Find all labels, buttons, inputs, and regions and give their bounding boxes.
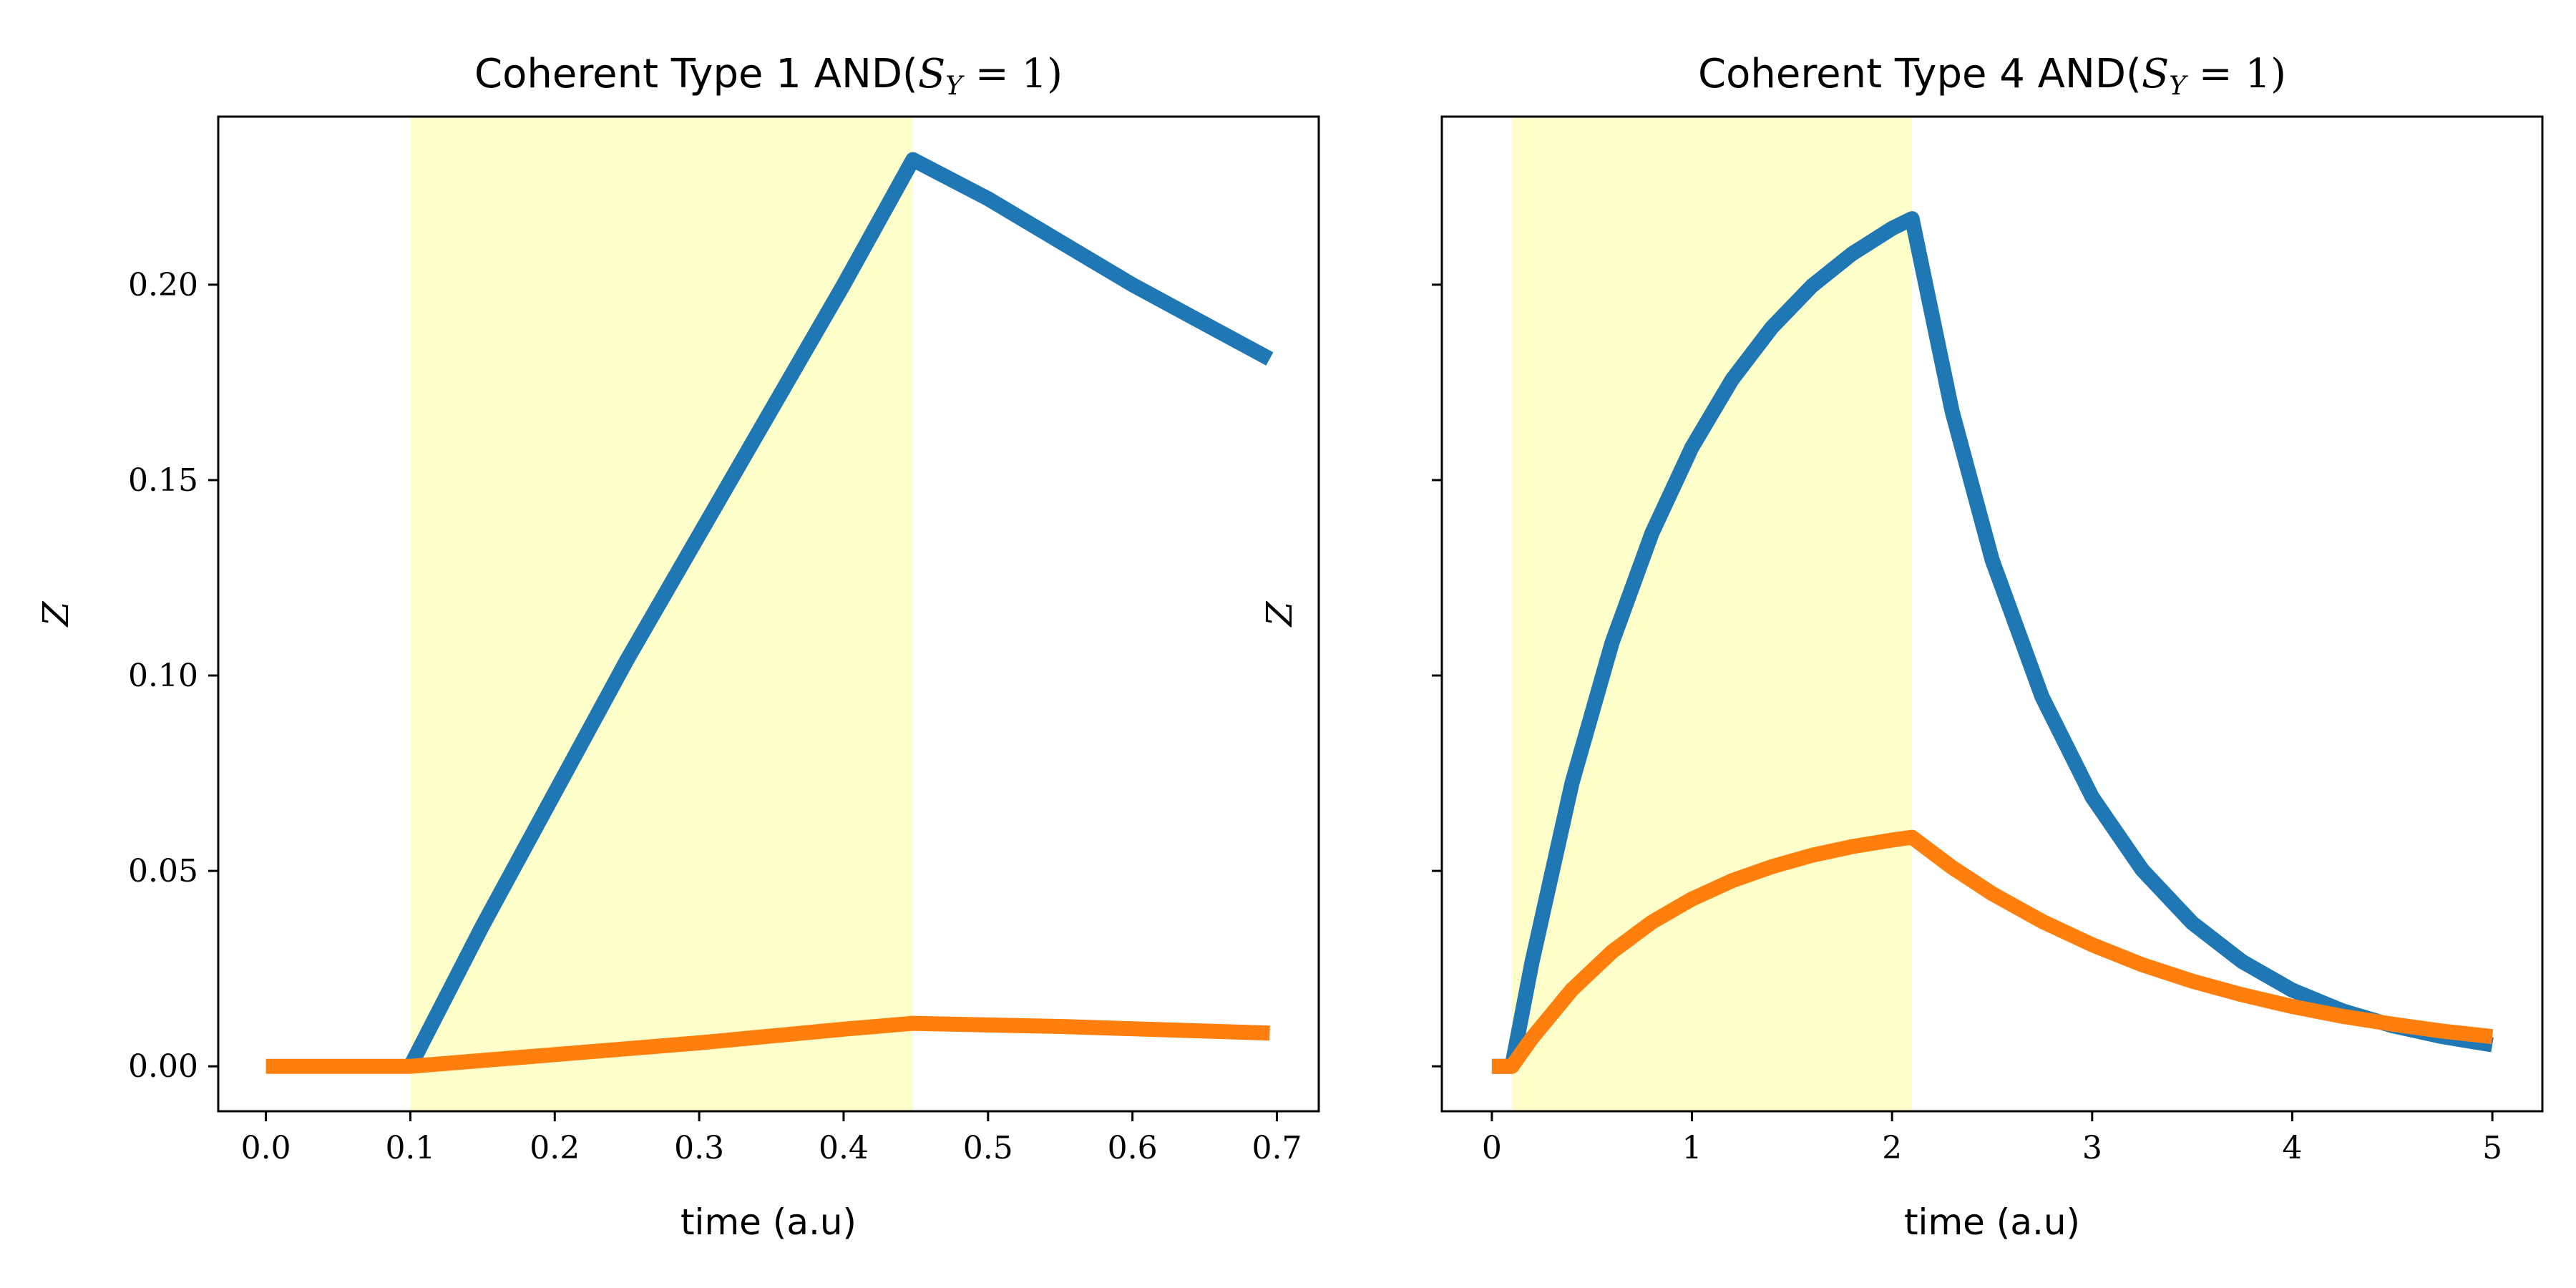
right-y-axis-label: Z: [1259, 600, 1300, 628]
left-y-axis-label: Z: [35, 600, 77, 628]
right-x-tick-label: 0: [1482, 1130, 1502, 1166]
right-x-tick-label: 2: [1882, 1130, 1902, 1166]
right-series-layer: [1491, 211, 2494, 1074]
right-x-tick-label: 4: [2282, 1130, 2302, 1166]
right-series-2-line: [1491, 829, 2494, 1074]
right-title-math-sub: Y: [2169, 72, 2188, 101]
left-chart-panel: 0.0 0.1 0.2 0.3 0.4 0.5 0.6 0.7 0.00 0.05 0.10 0.15…: [35, 51, 1320, 1243]
right-title-text: Coherent Type 4 AND(: [1698, 51, 2142, 97]
right-x-tick-label: 3: [2082, 1130, 2102, 1166]
left-x-tick-label: 0.5: [963, 1130, 1013, 1166]
right-chart-panel: 0 1 2 3 4 5 Coherent Type 4 AND(SY = 1) time …: [1259, 51, 2544, 1243]
left-series-layer: [265, 152, 1274, 1074]
left-x-tick-label: 0.1: [385, 1130, 435, 1166]
right-title-math-rest: = 1): [2186, 51, 2286, 97]
left-series-1-line: [404, 152, 1274, 1070]
left-x-axis-label: time (a.u): [680, 1201, 857, 1243]
left-plot-frame: [217, 115, 1320, 1113]
right-x-tick-label: 5: [2482, 1130, 2502, 1166]
left-y-tick-label: 0.20: [128, 267, 198, 303]
left-series-2-line: [265, 1015, 1270, 1074]
right-title-math: S: [2142, 51, 2169, 97]
right-series-1-line: [1491, 211, 2494, 1074]
left-x-tick-label: 0.0: [241, 1130, 291, 1166]
left-title-math: S: [918, 51, 945, 97]
left-x-tick-label: 0.7: [1252, 1130, 1302, 1166]
left-chart-title: Coherent Type 1 AND(SY = 1): [474, 51, 1063, 101]
left-title-math-sub: Y: [945, 72, 965, 101]
left-x-tick-label: 0.3: [674, 1130, 724, 1166]
left-x-tick-label: 0.2: [530, 1130, 580, 1166]
right-plot-frame: [1440, 115, 2544, 1113]
left-x-tick-label: 0.4: [819, 1130, 869, 1166]
left-y-tick-label: 0.15: [128, 462, 198, 499]
right-shaded-span: [1511, 117, 1913, 1111]
right-chart-title: Coherent Type 4 AND(SY = 1): [1698, 51, 2286, 101]
right-ticks-layer: 0 1 2 3 4 5: [1432, 283, 2502, 1166]
right-x-tick-label: 1: [1682, 1130, 1702, 1166]
left-title-text: Coherent Type 1 AND(: [474, 51, 918, 97]
left-y-tick-label: 0.05: [128, 853, 198, 889]
right-x-axis-label: time (a.u): [1904, 1201, 2080, 1243]
left-ticks-layer: 0.0 0.1 0.2 0.3 0.4 0.5 0.6 0.7 0.00 0.05 0.10 0.15…: [128, 267, 1302, 1166]
left-x-tick-label: 0.6: [1108, 1130, 1158, 1166]
left-y-tick-label: 0.00: [128, 1048, 198, 1085]
left-title-math-rest: = 1): [962, 51, 1063, 97]
left-y-tick-label: 0.10: [128, 658, 198, 694]
